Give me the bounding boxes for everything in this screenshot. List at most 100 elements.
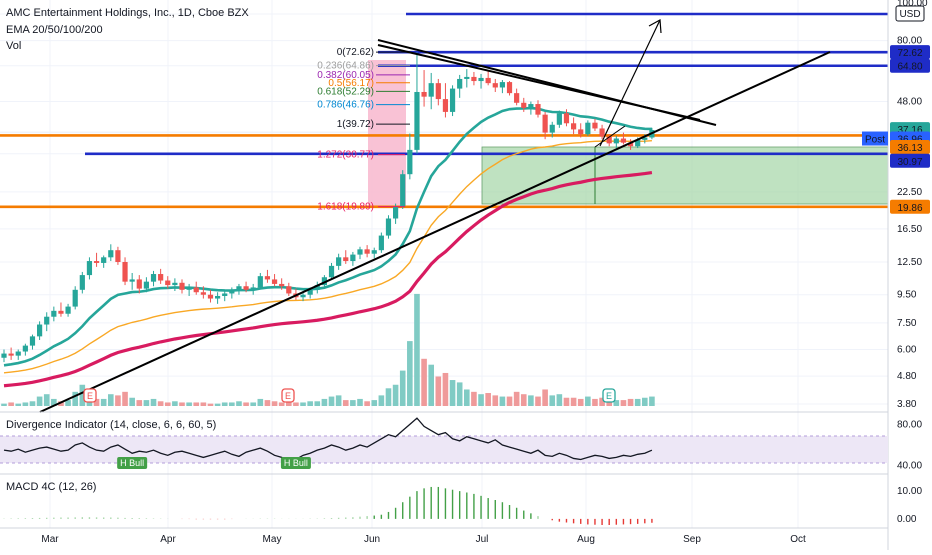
volume-bar <box>378 395 385 406</box>
volume-bar <box>542 389 548 406</box>
volume-bar <box>93 398 100 406</box>
volume-bar <box>485 393 491 406</box>
volume-bar <box>321 398 328 406</box>
earnings-marker[interactable] <box>602 388 616 403</box>
candle-body <box>15 351 21 356</box>
time-axis-label: Sep <box>683 534 701 545</box>
price-tag[interactable] <box>890 153 930 168</box>
currency-badge[interactable]: USD <box>895 5 925 22</box>
candle-body <box>186 287 192 290</box>
fib-level-label: 1(39.72) <box>337 119 374 130</box>
divergence-band <box>0 436 888 463</box>
candle-body <box>229 291 235 294</box>
earnings-marker-label: E <box>87 391 93 401</box>
candle-body <box>65 306 71 314</box>
ema-20-line <box>3 106 652 367</box>
volume-bar <box>186 402 192 406</box>
candle-body <box>343 257 349 262</box>
price-axis-label: 100.00 <box>897 0 928 9</box>
volume-bar <box>520 394 527 406</box>
price-tag[interactable] <box>890 139 930 154</box>
downtrend-line-2[interactable] <box>377 44 701 121</box>
candle-body <box>1 353 7 358</box>
post-label-tag[interactable] <box>862 131 888 146</box>
candle-body <box>471 76 477 82</box>
candle-body <box>613 138 619 144</box>
candle-body <box>8 353 14 356</box>
fib-level-label: 0.618(52.29) <box>317 86 374 97</box>
price-tag[interactable] <box>890 58 930 73</box>
volume-bar <box>271 401 278 406</box>
drawing-layer <box>39 19 831 413</box>
time-axis-label: May <box>263 534 282 545</box>
volume-bar <box>414 293 420 406</box>
volume-bar <box>392 384 399 406</box>
candle-body <box>37 324 43 337</box>
candle-body <box>385 218 392 236</box>
projection-arrow[interactable] <box>599 19 661 147</box>
volume-bar <box>221 402 228 406</box>
candle-body <box>58 310 64 314</box>
ema-50-line <box>3 139 652 374</box>
candle-body <box>542 114 548 133</box>
fib-level-label: 1.272(30.77) <box>317 150 374 161</box>
time-axis-label: Oct <box>790 534 806 545</box>
candle-body <box>350 254 356 262</box>
green-target-zone <box>481 146 889 205</box>
time-axis-label: Jun <box>364 534 380 545</box>
volume-bar <box>627 398 634 406</box>
volume-bar <box>399 370 406 406</box>
volume-bar <box>257 398 264 406</box>
ema-layer <box>3 106 653 388</box>
volume-bar <box>278 402 285 406</box>
price-axis-label: 16.50 <box>897 224 922 235</box>
volume-bar <box>513 391 520 406</box>
volume-bar <box>528 395 534 406</box>
macd-axis-label: 0.00 <box>897 514 917 525</box>
earnings-marker[interactable] <box>83 388 97 403</box>
candle-body <box>108 250 114 258</box>
currency-label: USD <box>899 9 920 20</box>
volume-bar <box>464 389 470 406</box>
macd-title: MACD 4C (12, 26) <box>6 481 96 493</box>
volume-bar <box>342 400 349 406</box>
volume-bar <box>499 396 506 406</box>
candle-body <box>571 123 577 130</box>
volume-bar <box>286 402 292 406</box>
earnings-marker[interactable] <box>281 388 295 403</box>
macd-panel <box>3 486 653 525</box>
volume-bar <box>157 401 164 406</box>
volume-bar <box>314 401 321 406</box>
price-tag[interactable] <box>890 45 930 60</box>
earnings-marker-label: E <box>606 391 612 401</box>
candle-body <box>435 83 441 100</box>
volume-bar <box>335 395 342 406</box>
volume-bar <box>421 358 427 406</box>
candle-body <box>136 279 142 289</box>
candle-body <box>321 277 327 286</box>
uptrend-line[interactable] <box>39 51 831 413</box>
volume-bar <box>108 394 114 406</box>
candle-body <box>528 104 534 108</box>
price-tag[interactable] <box>890 199 930 214</box>
price-axis-label: 12.50 <box>897 257 922 268</box>
volume-bar <box>22 402 29 406</box>
fib-layer: 0(72.62) 0.236(64.86)0.382(60.05)0.5(56.1… <box>317 47 410 213</box>
divergence-axis-label: 40.00 <box>897 461 922 472</box>
volume-bar <box>471 391 477 406</box>
candle-body <box>414 91 420 150</box>
candle-body <box>165 280 171 286</box>
volume-bar <box>143 400 150 406</box>
candle-body <box>364 249 370 254</box>
volume-bar <box>435 376 442 406</box>
fib-level-label: 0.786(46.76) <box>317 100 374 111</box>
candle-body <box>44 316 50 325</box>
candle-body <box>271 279 278 284</box>
candle-body <box>549 124 555 133</box>
candle-body <box>286 286 292 294</box>
price-axis-label: 4.80 <box>897 371 917 382</box>
candle-body <box>478 77 484 82</box>
pink-fib-zone <box>368 60 406 206</box>
divergence-axis-label: 80.00 <box>897 419 922 430</box>
